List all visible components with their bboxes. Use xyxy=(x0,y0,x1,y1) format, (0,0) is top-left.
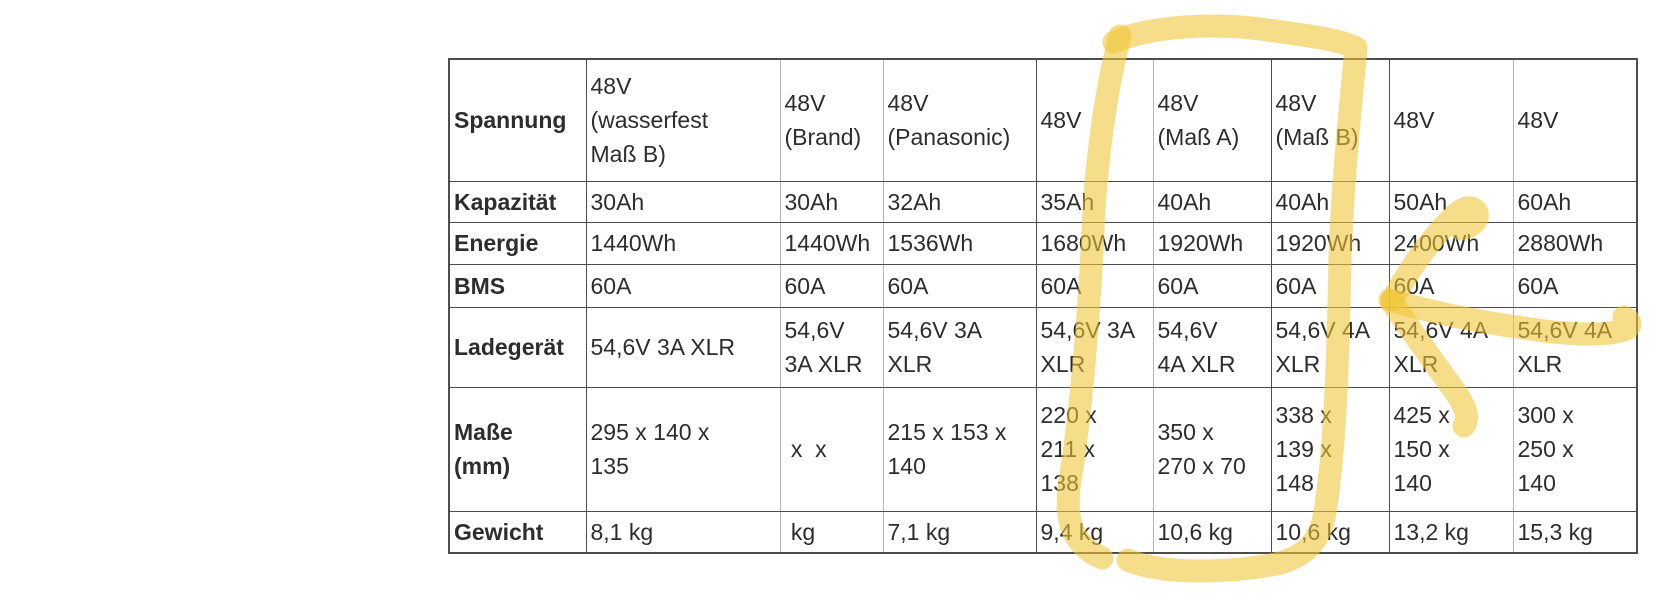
spec-cell: 40Ah xyxy=(1270,180,1389,223)
spec-cell: 2400Wh xyxy=(1388,221,1513,265)
spec-cell: 1920Wh xyxy=(1270,221,1389,265)
spec-cell: 54,6V 3A XLR xyxy=(779,306,883,388)
spec-cell: 13,2 kg xyxy=(1388,510,1513,554)
spec-cell: 48V xyxy=(1512,58,1637,182)
row-label: Spannung xyxy=(448,58,586,182)
spec-cell: 300 x 250 x 140 xyxy=(1512,386,1637,512)
spec-cell: 2880Wh xyxy=(1512,221,1637,265)
spec-cell: 48V (Maß B) xyxy=(1270,58,1389,182)
spec-cell: 54,6V 3A XLR xyxy=(1035,306,1153,388)
table-row: BMS 60A 60A 60A 60A 60A 60A 60A 60A xyxy=(448,263,1637,308)
table-row: Spannung 48V (wasserfest Maß B) 48V (Brand… xyxy=(448,58,1637,182)
spec-cell: 48V xyxy=(1388,58,1513,182)
spec-cell: 7,1 kg xyxy=(882,510,1036,554)
spec-cell: 32Ah xyxy=(882,180,1036,223)
spec-cell: 54,6V 4A XLR xyxy=(1152,306,1271,388)
row-label: BMS xyxy=(448,263,586,308)
spec-cell: 54,6V 4A XLR xyxy=(1270,306,1389,388)
spec-cell: 295 x 140 x 135 xyxy=(585,386,780,512)
spec-cell: 54,6V 3A XLR xyxy=(585,306,780,388)
spec-cell: 10,6 kg xyxy=(1270,510,1389,554)
row-label: Gewicht xyxy=(448,510,586,554)
spec-cell: 50Ah xyxy=(1388,180,1513,223)
spec-cell: 1536Wh xyxy=(882,221,1036,265)
row-label: Energie xyxy=(448,221,586,265)
table-row: Kapazität 30Ah 30Ah 32Ah 35Ah 40Ah 40Ah 50Ah 60A… xyxy=(448,180,1637,223)
spec-cell: 1680Wh xyxy=(1035,221,1153,265)
spec-cell: 40Ah xyxy=(1152,180,1271,223)
spec-cell: 60A xyxy=(1035,263,1153,308)
spec-cell: 1440Wh xyxy=(779,221,883,265)
spec-cell: 60A xyxy=(779,263,883,308)
spec-cell: 338 x 139 x 148 xyxy=(1270,386,1389,512)
spec-cell: 9,4 kg xyxy=(1035,510,1153,554)
spec-cell: 15,3 kg xyxy=(1512,510,1637,554)
spec-cell: 215 x 153 x 140 xyxy=(882,386,1036,512)
spec-cell: 48V (Maß A) xyxy=(1152,58,1271,182)
table-row: Energie 1440Wh 1440Wh 1536Wh 1680Wh 1920Wh 192… xyxy=(448,221,1637,265)
spec-cell: 60Ah xyxy=(1512,180,1637,223)
spec-cell: 10,6 kg xyxy=(1152,510,1271,554)
spec-cell: 60A xyxy=(1270,263,1389,308)
spec-cell: x x xyxy=(779,386,883,512)
spec-cell: 8,1 kg xyxy=(585,510,780,554)
spec-cell: 1920Wh xyxy=(1152,221,1271,265)
spec-cell: 60A xyxy=(1152,263,1271,308)
spec-cell: 220 x 211 x 138 xyxy=(1035,386,1153,512)
spec-cell: 1440Wh xyxy=(585,221,780,265)
spec-cell: 48V (Brand) xyxy=(779,58,883,182)
spec-cell: 425 x 150 x 140 xyxy=(1388,386,1513,512)
row-label: Kapazität xyxy=(448,180,586,223)
spec-cell: 60A xyxy=(1388,263,1513,308)
spec-cell: 60A xyxy=(882,263,1036,308)
spec-cell: 54,6V 4A XLR xyxy=(1388,306,1513,388)
row-label: Ladegerät xyxy=(448,306,586,388)
spec-cell: 48V (wasserfest Maß B) xyxy=(585,58,780,182)
spec-cell: 60A xyxy=(1512,263,1637,308)
table-row: Ladegerät 54,6V 3A XLR 54,6V 3A XLR 54,6V 3… xyxy=(448,306,1637,388)
spec-cell: 48V xyxy=(1035,58,1153,182)
table-row: Gewicht 8,1 kg kg 7,1 kg 9,4 kg 10,6 kg 10,6 … xyxy=(448,510,1637,554)
spec-cell: 350 x 270 x 70 xyxy=(1152,386,1271,512)
battery-spec-table: Spannung 48V (wasserfest Maß B) 48V (Brand… xyxy=(448,58,1638,554)
spec-cell: 30Ah xyxy=(779,180,883,223)
spec-cell: 54,6V 3A XLR xyxy=(882,306,1036,388)
spec-cell: 60A xyxy=(585,263,780,308)
row-label: Maße (mm) xyxy=(448,386,586,512)
spec-cell: kg xyxy=(779,510,883,554)
spec-cell: 35Ah xyxy=(1035,180,1153,223)
table-row: Maße (mm) 295 x 140 x 135 x x 215 x 153 x … xyxy=(448,386,1637,512)
spec-cell: 48V (Panasonic) xyxy=(882,58,1036,182)
spec-cell: 54,6V 4A XLR xyxy=(1512,306,1637,388)
spec-cell: 30Ah xyxy=(585,180,780,223)
